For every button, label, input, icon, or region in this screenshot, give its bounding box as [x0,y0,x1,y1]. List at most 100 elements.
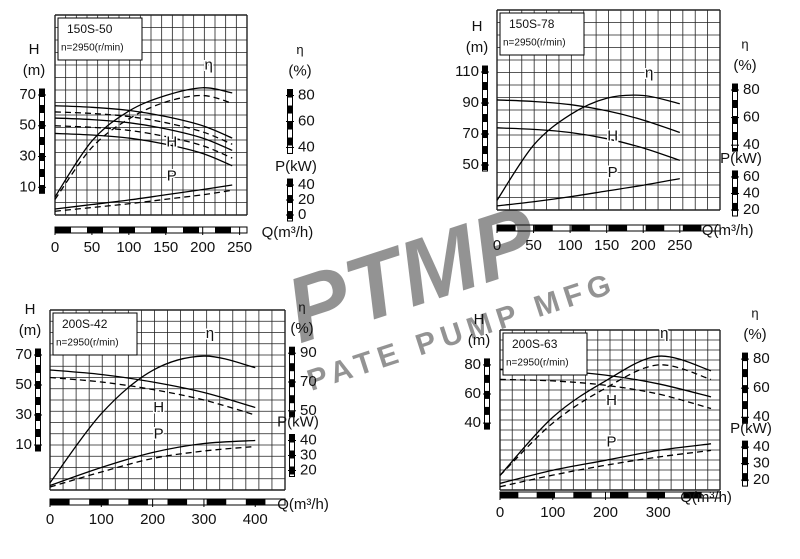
y-tick-label: 20 [300,461,317,478]
x-axis-bar-segment [645,225,665,231]
y-axis-bar-segment [287,89,293,98]
curve [499,355,712,476]
curve-label: H [166,134,177,151]
curve-label: η [205,57,213,74]
y-axis-bar-segment [287,137,293,146]
y-axis-bar-segment [742,385,748,394]
x-tick-label: 0 [46,511,54,528]
y3-axis-label: P(kW) [277,413,319,430]
x-tick-label: 250 [227,239,252,256]
chart-subtitle: n=2950(r/min) [506,358,569,369]
x-axis-bar-segment [87,227,103,233]
y-axis-bar-segment [482,146,488,155]
y2-axis-unit: (%) [290,320,313,337]
curve-label: H [153,399,164,416]
y-tick-label: 30 [300,446,317,463]
y-axis-bar-segment [742,369,748,378]
y-tick-label: 80 [753,350,770,367]
x-tick-label: 150 [594,237,619,254]
y3-axis-label: P(kW) [275,158,317,175]
x-tick-label: 150 [153,239,178,256]
curve [54,132,233,167]
y-axis-bar-segment [732,84,738,92]
y-tick-label: 20 [298,191,315,208]
y-axis-bar-segment [39,185,45,193]
x-axis-bar-segment [206,499,227,505]
x-axis-label: Q(m³/h) [277,496,329,513]
y-tick-label: 50 [15,376,32,393]
y-tick-label: 70 [300,373,317,390]
y2-axis-unit: (%) [733,57,756,74]
y-axis-bar-segment [289,450,295,459]
y-tick-label: 40 [464,414,481,431]
y-tick-label: 80 [464,356,481,373]
y-tick-label: 60 [298,112,315,129]
y-axis-bar-segment [742,441,748,450]
y-axis-bar-segment [289,434,295,443]
curve [49,439,256,487]
y-axis-unit: (m) [23,62,46,79]
x-axis-bar-segment [89,499,109,505]
y-tick-label: 70 [462,125,479,142]
curve [49,369,256,409]
curve [54,189,233,212]
curve-label: H [606,392,617,409]
y-axis-bar-segment [482,98,488,107]
x-axis-bar-segment [573,492,592,498]
x-axis-bar-segment [167,499,188,505]
y3-axis-label: P(kW) [720,150,762,167]
y-tick-label: 40 [298,176,315,193]
y-tick-label: 60 [464,385,481,402]
y-tick-label: 40 [300,431,317,448]
y-axis-bar-segment [287,179,293,188]
y-tick-label: 110 [455,63,479,80]
y-tick-label: 30 [19,148,36,165]
x-axis-bar-segment [55,227,71,233]
y-axis-bar-segment [35,445,41,451]
y-axis-label: H [472,18,483,35]
y-tick-label: 80 [743,81,760,98]
curve [54,184,233,210]
y-axis-bar-segment [289,411,295,417]
chart-title: 200S-42 [62,317,108,331]
x-tick-label: 100 [558,237,583,254]
y-axis-bar-segment [39,105,45,113]
y-tick-label: 40 [743,136,760,153]
x-tick-label: 200 [140,511,165,528]
x-axis-bar-segment [183,227,199,233]
y2-axis-label: η [296,42,303,57]
y-axis-bar-segment [289,395,295,404]
y-tick-label: 20 [743,201,760,218]
y-tick-label: 30 [753,455,770,472]
y3-axis-label: P(kW) [730,420,772,437]
title-box [57,17,143,61]
y-tick-label: 60 [753,379,770,396]
y-tick-label: 60 [743,168,760,185]
y-axis-bar-segment [742,417,748,424]
y-tick-label: 40 [743,184,760,201]
y-axis-bar-segment [732,116,738,124]
y-axis-bar-segment [732,186,738,195]
y-tick-label: 40 [753,408,770,425]
curve [54,111,233,145]
y2-axis-label: η [751,306,758,321]
y-axis-bar-segment [484,374,490,383]
curve [496,94,680,201]
x-axis-bar-segment [128,499,148,505]
y-axis-label: H [474,311,485,328]
chart-title: 150S-50 [67,22,113,36]
y-axis-bar-segment [287,105,293,114]
y-axis-bar-segment [484,358,490,367]
x-tick-label: 200 [631,237,656,254]
x-axis-bar-segment [571,225,590,231]
x-axis-bar-segment [536,492,555,498]
curve [54,117,233,151]
y-tick-label: 50 [300,402,317,419]
y-axis-bar-segment [482,114,488,123]
pump-chart: Hη P 200S-42 n=2950(r/min) 0 100 200 300 400 Q(m³… [15,300,329,528]
y-axis-bar-segment [732,148,738,152]
y-axis-bar-segment [289,379,295,388]
y-tick-label: 80 [298,86,315,103]
y-axis-bar-segment [35,413,41,421]
